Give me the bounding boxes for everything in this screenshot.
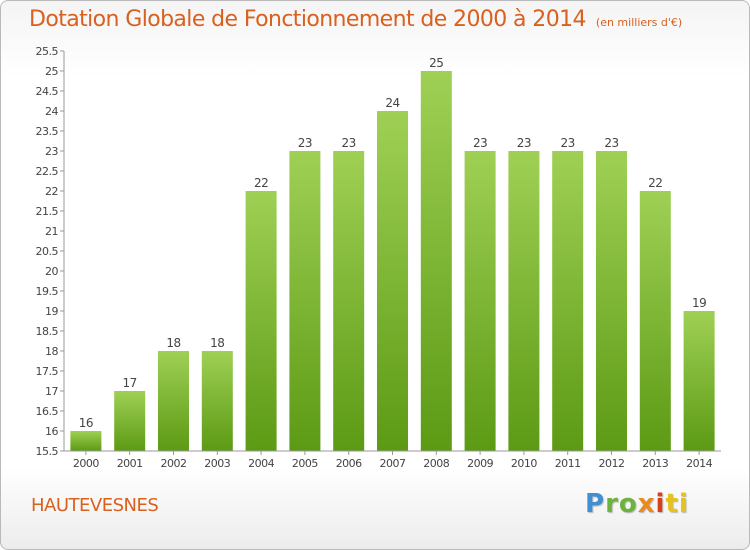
proxiti-logo: Proxiti: [585, 489, 689, 519]
y-tick-label: 17.5: [36, 365, 59, 378]
y-tick-label: 22.5: [36, 165, 59, 178]
x-tick-label-2005: 2005: [292, 457, 318, 470]
y-tick-label: 15.5: [36, 445, 59, 458]
y-tick-label: 20: [45, 265, 58, 278]
y-tick-label: 21.5: [36, 205, 59, 218]
value-label-2006: 23: [342, 136, 356, 150]
x-tick-label-2003: 2003: [204, 457, 230, 470]
bar-2012: [596, 151, 627, 451]
unit-label: (en milliers d'€): [595, 16, 683, 29]
x-tick-label-2001: 2001: [117, 457, 143, 470]
chart-title: Dotation Globale de Fonctionnement de 20…: [29, 7, 683, 32]
y-tick-label: 18.5: [36, 325, 59, 338]
y-tick-label: 19.5: [36, 285, 59, 298]
x-tick-label-2010: 2010: [511, 457, 537, 470]
bar-2013: [639, 191, 671, 451]
y-tick-label: 18: [45, 345, 58, 358]
y-tick-label: 22: [45, 185, 58, 198]
value-label-2008: 25: [429, 56, 443, 70]
y-tick-label: 23.5: [36, 125, 59, 138]
x-tick-label-2013: 2013: [642, 457, 668, 470]
y-tick-label: 24.5: [36, 85, 59, 98]
y-tick-label: 24: [45, 105, 58, 118]
bar-2000: [70, 431, 102, 451]
x-tick-label-2014: 2014: [686, 457, 712, 470]
x-tick-label-2009: 2009: [467, 457, 493, 470]
value-label-2007: 24: [385, 96, 399, 110]
y-tick-label: 20.5: [36, 245, 59, 258]
value-label-2003: 18: [210, 336, 224, 350]
x-tick-label-2008: 2008: [423, 457, 449, 470]
value-label-2005: 23: [298, 136, 312, 150]
x-tick-label-2007: 2007: [380, 457, 406, 470]
y-tick-label: 16.5: [36, 405, 59, 418]
value-label-2010: 23: [517, 136, 531, 150]
value-label-2011: 23: [561, 136, 575, 150]
bar-2007: [377, 111, 408, 451]
value-label-2004: 22: [254, 176, 268, 190]
value-label-2013: 22: [648, 176, 662, 190]
bar-2011: [552, 151, 584, 451]
value-label-2014: 19: [692, 296, 706, 310]
value-label-2002: 18: [166, 336, 180, 350]
bar-2003: [201, 351, 233, 451]
bar-2006: [333, 151, 365, 451]
bar-2014: [683, 311, 715, 451]
commune-name: HAUTEVESNES: [31, 495, 159, 516]
bar-2008: [420, 71, 452, 451]
y-tick-label: 19: [45, 305, 58, 318]
bar-2002: [158, 351, 189, 451]
bar-2001: [114, 391, 146, 451]
y-tick-label: 17: [45, 385, 58, 398]
value-label-2012: 23: [604, 136, 618, 150]
x-tick-label-2006: 2006: [336, 457, 362, 470]
y-tick-label: 25.5: [36, 45, 59, 58]
x-tick-label-2004: 2004: [248, 457, 274, 470]
x-tick-label-2012: 2012: [599, 457, 625, 470]
y-tick-label: 23: [45, 145, 58, 158]
y-tick-label: 25: [45, 65, 58, 78]
bar-2009: [464, 151, 496, 451]
value-label-2009: 23: [473, 136, 487, 150]
value-label-2001: 17: [123, 376, 137, 390]
y-tick-label: 21: [45, 225, 58, 238]
bar-2004: [245, 191, 277, 451]
x-tick-label-2000: 2000: [73, 457, 99, 470]
x-tick-label-2002: 2002: [161, 457, 187, 470]
value-label-2000: 16: [79, 416, 93, 430]
bar-2005: [289, 151, 321, 451]
bar-2010: [508, 151, 540, 451]
x-tick-label-2011: 2011: [555, 457, 581, 470]
y-tick-label: 16: [45, 425, 58, 438]
